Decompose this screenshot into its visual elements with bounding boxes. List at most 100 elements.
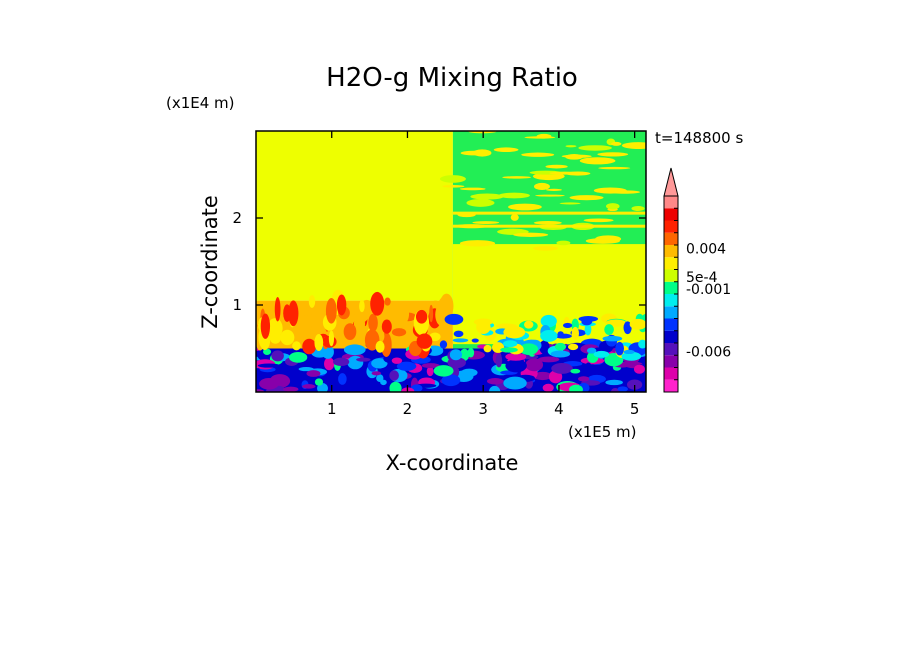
texture-blob <box>593 350 610 358</box>
texture-blob <box>343 344 366 356</box>
texture-blob <box>259 377 279 390</box>
texture-blob <box>441 374 461 387</box>
texture-streak <box>510 213 519 221</box>
texture-blob <box>605 379 623 386</box>
texture-blob <box>288 351 308 363</box>
texture-blob <box>629 318 646 330</box>
texture-streak <box>579 157 616 165</box>
texture-streak <box>611 141 622 146</box>
y-axis-label: Z-coordinate <box>198 195 222 329</box>
texture-plume <box>328 330 335 347</box>
texture-blob <box>389 370 399 381</box>
texture-blob <box>550 350 571 358</box>
texture-blob <box>621 351 642 361</box>
texture-plume <box>435 303 449 327</box>
texture-blob <box>570 368 581 374</box>
texture-plume <box>354 308 369 323</box>
texture-blob <box>447 357 466 369</box>
y-tick-label: 2 <box>232 209 242 227</box>
texture-blob <box>444 313 464 325</box>
texture-plume <box>359 299 365 313</box>
texture-blob <box>257 363 281 368</box>
texture-blob <box>483 344 492 353</box>
texture-streak <box>472 221 500 225</box>
texture-plume <box>336 294 347 316</box>
colorbar-segment <box>664 257 678 270</box>
texture-blob <box>604 324 614 335</box>
texture-blob <box>371 358 388 369</box>
texture-blob <box>371 371 382 376</box>
texture-plume <box>370 291 385 316</box>
texture-blob <box>271 350 284 362</box>
texture-plume <box>343 323 357 341</box>
texture-blob <box>333 357 350 367</box>
texture-blob <box>421 363 440 369</box>
texture-streak <box>561 154 592 158</box>
texture-plume <box>314 334 324 352</box>
texture-plume <box>274 297 281 322</box>
texture-blob <box>551 363 573 374</box>
texture-streak <box>508 203 542 211</box>
x-tick-label: 5 <box>630 400 640 418</box>
texture-band <box>452 224 646 228</box>
texture-blob <box>577 376 590 382</box>
axis-ticks: 1 2 3 4 5 1 2 <box>232 131 646 418</box>
texture-blob <box>617 386 628 392</box>
texture-streak <box>498 192 530 199</box>
texture-blob <box>540 330 558 342</box>
texture-blob <box>314 378 324 386</box>
texture-blob <box>324 357 335 371</box>
y-unit-label: (x1E4 m) <box>166 94 235 112</box>
texture-blob <box>449 349 463 361</box>
texture-streak <box>521 152 555 157</box>
texture-blob <box>488 385 501 392</box>
texture-blob <box>460 368 478 377</box>
texture-blob <box>433 365 454 377</box>
texture-blob <box>586 347 597 354</box>
texture-streak <box>556 240 571 246</box>
colorbar-segment <box>664 269 678 282</box>
texture-plume <box>260 313 271 339</box>
texture-streak <box>545 164 568 169</box>
texture-blob <box>567 343 579 351</box>
texture-blob <box>426 366 434 377</box>
texture-blob <box>524 320 534 329</box>
texture-blob <box>505 359 527 373</box>
texture-streak <box>439 175 466 183</box>
texture-streak <box>593 187 627 194</box>
texture-plume <box>415 309 428 324</box>
texture-blob <box>554 333 572 339</box>
texture-blob <box>452 338 469 343</box>
texture-plume <box>302 314 310 336</box>
texture-streak <box>459 187 486 191</box>
texture-streak <box>605 203 620 210</box>
texture-blob <box>623 349 635 355</box>
texture-streak <box>493 147 519 153</box>
texture-blob <box>467 347 475 358</box>
texture-streak <box>533 182 550 190</box>
texture-blob <box>396 361 417 371</box>
texture-streak <box>631 206 645 212</box>
texture-blob <box>571 326 579 341</box>
texture-blob <box>471 338 479 343</box>
x-tick-label: 4 <box>554 400 564 418</box>
texture-blob <box>473 318 493 326</box>
texture-plume <box>288 300 299 327</box>
texture-streak <box>549 171 580 175</box>
colorbar-segment <box>664 355 678 368</box>
texture-blob <box>376 374 384 382</box>
texture-plume <box>269 330 282 344</box>
texture-blob <box>283 386 299 392</box>
texture-blob <box>263 348 272 355</box>
texture-streak <box>459 240 496 247</box>
texture-blob <box>581 318 593 326</box>
colorbar-segment <box>664 196 678 209</box>
texture-plume <box>391 328 407 337</box>
texture-streak <box>466 198 495 207</box>
texture-blob <box>356 357 371 362</box>
texture-blob <box>542 383 554 392</box>
texture-blob <box>597 384 613 389</box>
plot-frame <box>255 130 647 393</box>
texture-blob <box>615 341 624 356</box>
